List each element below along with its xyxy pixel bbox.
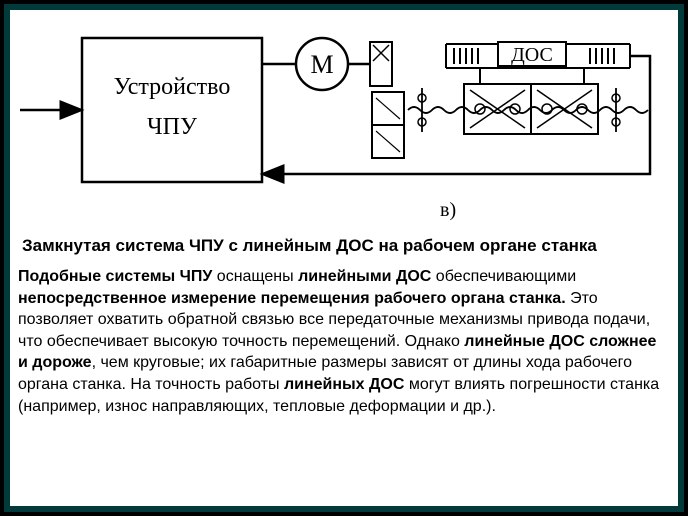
bold-run: линейными ДОС: [298, 268, 431, 285]
diagram-caption: Замкнутая система ЧПУ с линейным ДОС на …: [22, 236, 666, 256]
bold-run: непосредственное измерение перемещения р…: [18, 290, 566, 307]
svg-text:М: М: [310, 50, 333, 79]
svg-text:ДОС: ДОС: [511, 44, 553, 66]
svg-text:в): в): [440, 199, 456, 221]
slide-frame: Устройство ЧПУ М ДОС в) Замкнутая система ЧП…: [4, 4, 684, 512]
svg-text:Устройство: Устройство: [114, 74, 231, 100]
svg-text:ЧПУ: ЧПУ: [147, 114, 197, 140]
text-run: оснащены: [212, 268, 298, 285]
slide-paper: Устройство ЧПУ М ДОС в) Замкнутая система ЧП…: [10, 10, 678, 506]
bold-run: линейных ДОС: [284, 376, 404, 393]
bold-run: Подобные системы ЧПУ: [18, 268, 212, 285]
diagram-svg: Устройство ЧПУ М ДОС в): [10, 10, 678, 232]
description-paragraph: Подобные системы ЧПУ оснащены линейными …: [18, 266, 670, 417]
diagram: Устройство ЧПУ М ДОС в): [10, 10, 678, 232]
text-run: обеспечивающими: [431, 268, 576, 285]
